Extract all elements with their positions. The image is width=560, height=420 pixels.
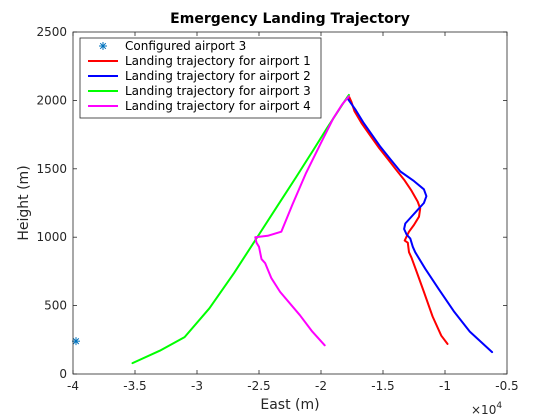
legend-entry-label: Landing trajectory for airport 4 xyxy=(125,99,311,113)
x-tick-label: -1 xyxy=(439,379,451,393)
x-axis-exponent-base: ×10 xyxy=(471,403,496,417)
x-tick-label: -0.5 xyxy=(495,379,518,393)
x-axis-exponent: ×104 xyxy=(471,401,502,417)
series-line-2 xyxy=(346,96,494,354)
legend-entry-label: Landing trajectory for airport 2 xyxy=(125,69,311,83)
y-tick-label: 2500 xyxy=(36,25,67,39)
legend-entry-label: Landing trajectory for airport 1 xyxy=(125,54,311,68)
series-line-1 xyxy=(347,95,449,345)
x-tick-label: -1.5 xyxy=(371,379,394,393)
ticks-layer: -4 -3.5 -3 -2.5 -2 -1.5 -1 -0.5 0 500 1000 1500 2000… xyxy=(36,25,518,393)
series-line-4 xyxy=(254,95,350,347)
legend-entry-label: Configured airport 3 xyxy=(125,39,246,53)
axes-box xyxy=(72,31,508,375)
x-tick-label: -2 xyxy=(315,379,327,393)
y-tick-label: 2000 xyxy=(36,93,67,107)
x-tick-label: -3 xyxy=(191,379,203,393)
y-axis-label: Height (m) xyxy=(16,165,32,240)
y-tick-label: 1000 xyxy=(36,230,67,244)
legend-entry-label: Landing trajectory for airport 3 xyxy=(125,84,311,98)
y-tick-label: 500 xyxy=(44,299,67,313)
data-point-marker xyxy=(99,42,107,50)
series-layer xyxy=(72,93,494,365)
y-tick-label: 0 xyxy=(59,367,67,381)
x-tick-label: -4 xyxy=(67,379,79,393)
x-tick-label: -3.5 xyxy=(123,379,146,393)
legend-box xyxy=(79,37,322,119)
x-axis-exponent-power: 4 xyxy=(496,401,502,411)
x-tick-label: -2.5 xyxy=(247,379,270,393)
y-tick-label: 1500 xyxy=(36,162,67,176)
chart-title: Emergency Landing Trajectory xyxy=(170,11,410,27)
x-axis-label: East (m) xyxy=(260,397,319,413)
